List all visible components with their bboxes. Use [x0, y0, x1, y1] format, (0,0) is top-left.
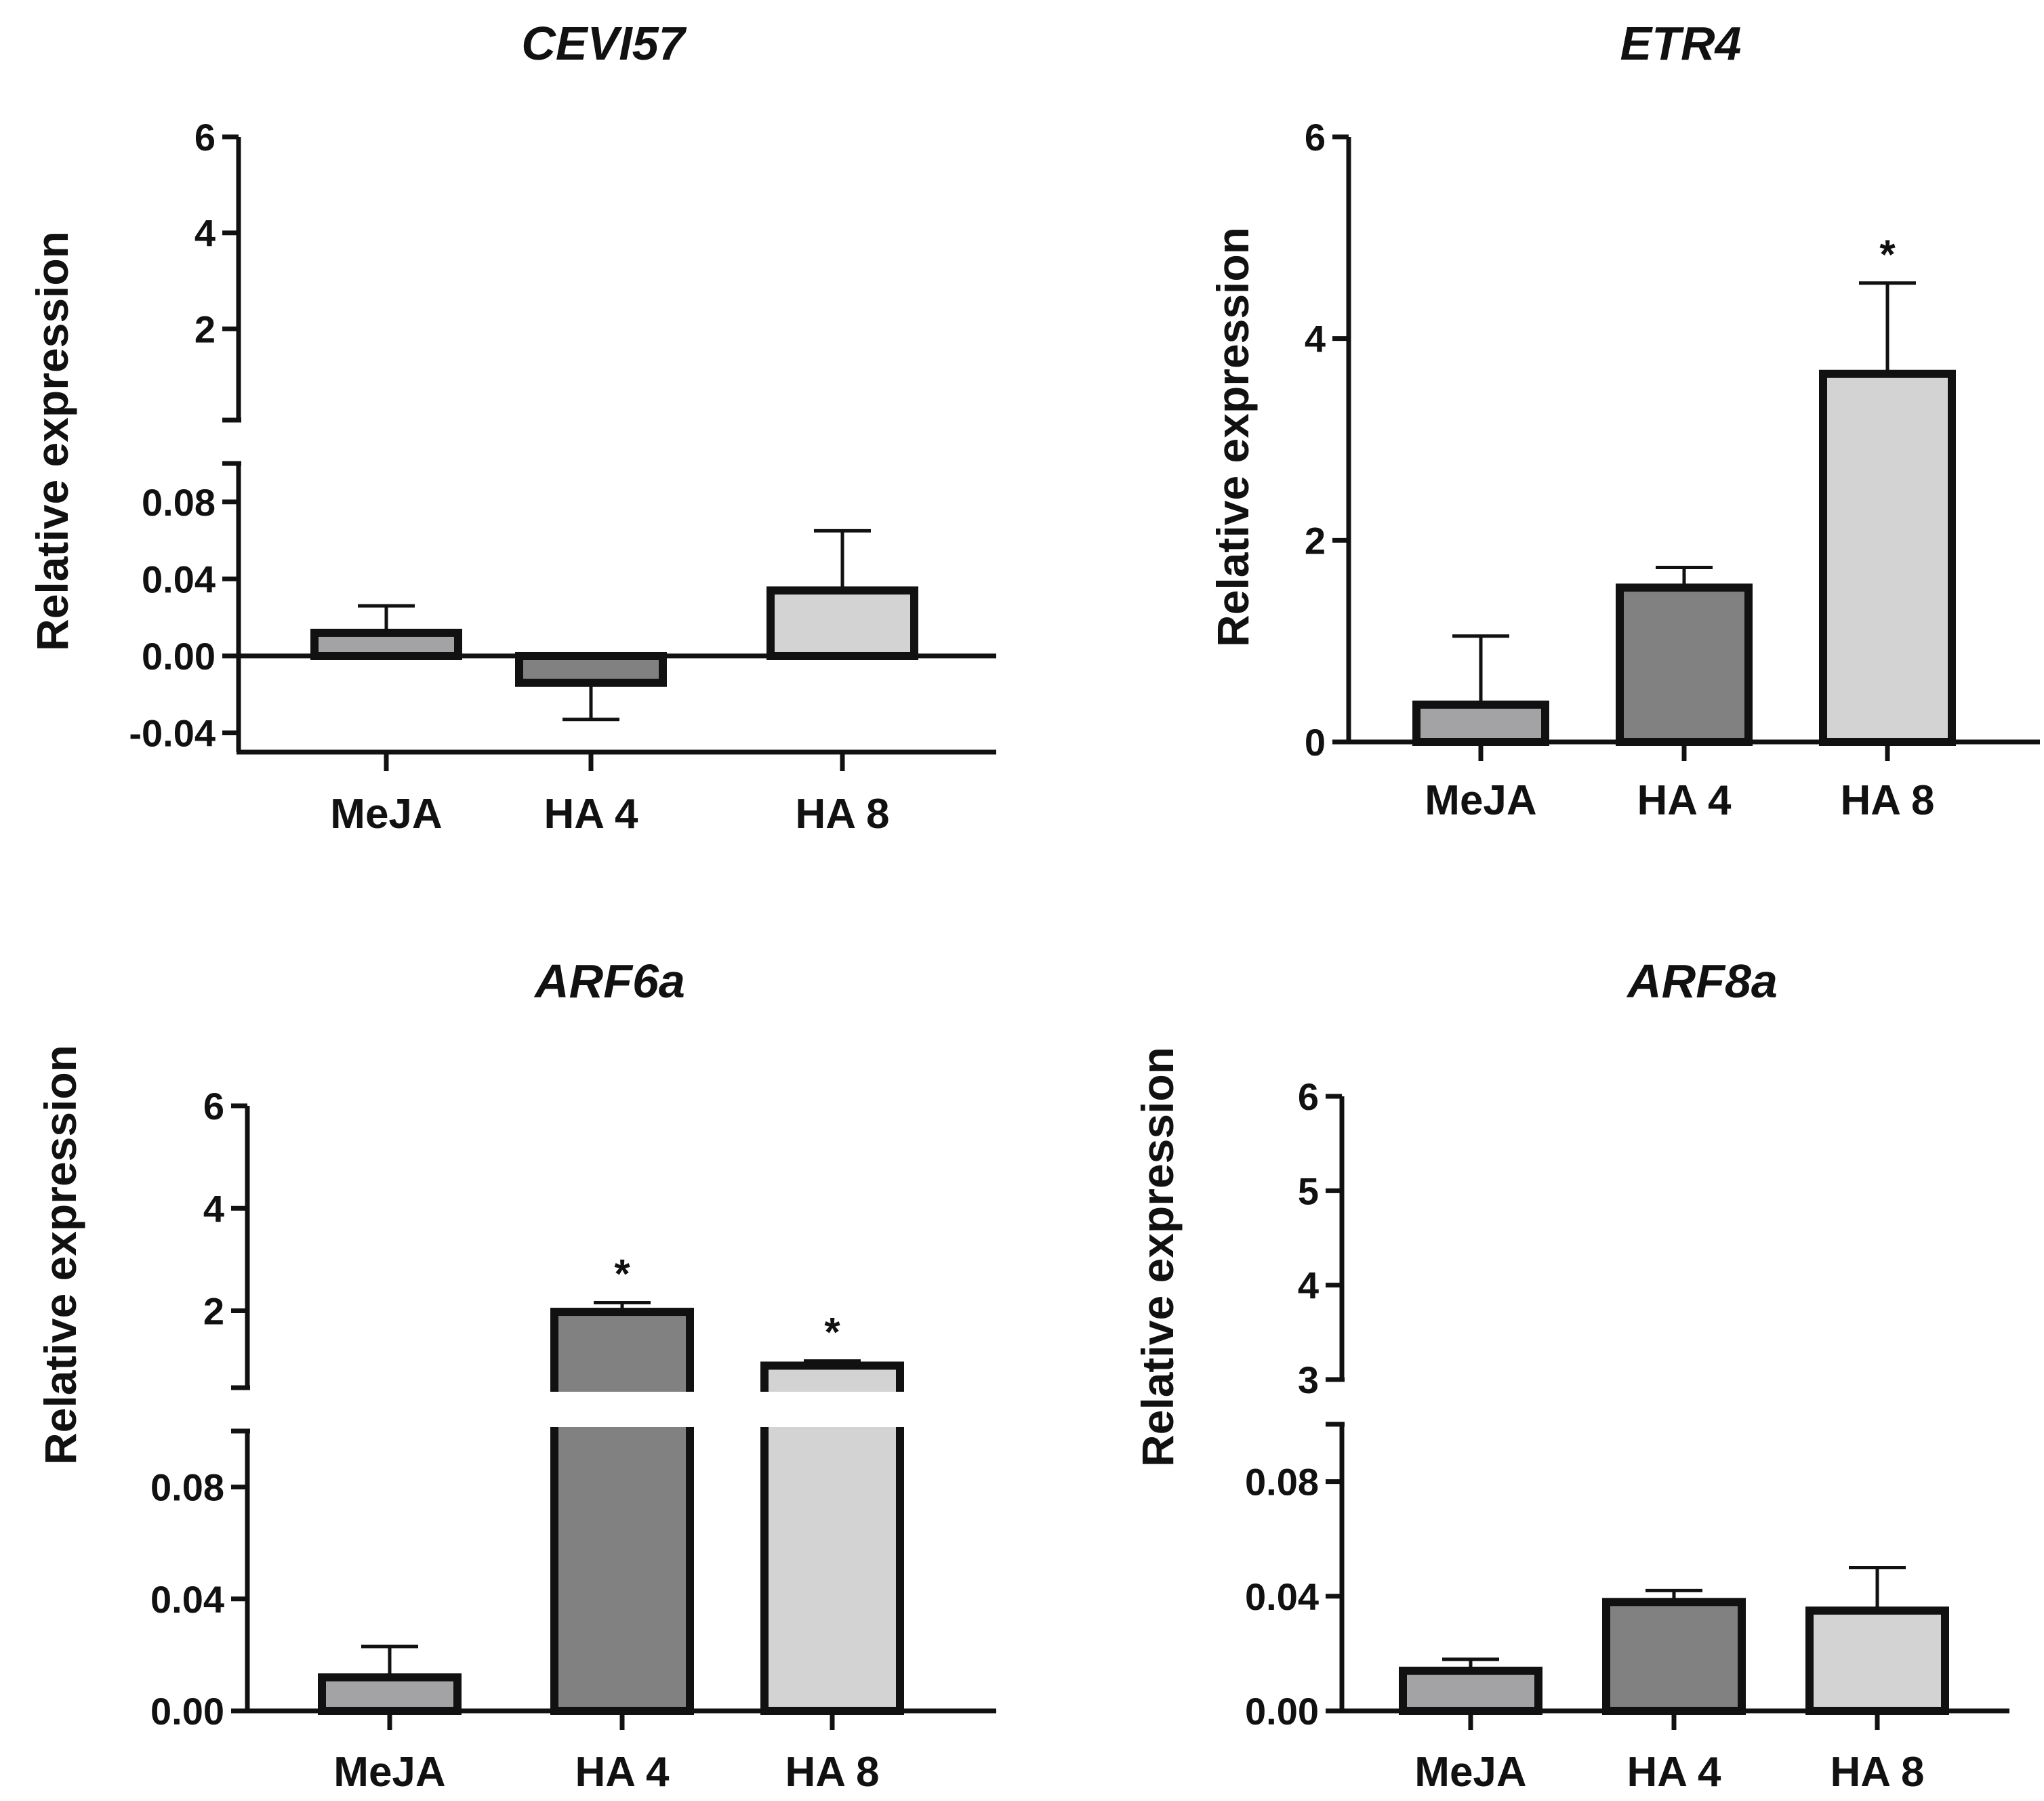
- significance-marker: *: [824, 1310, 840, 1355]
- x-tick-label: HA 4: [1627, 1749, 1721, 1796]
- bar-meja: [1399, 1666, 1542, 1716]
- panel-title: ETR4: [1620, 17, 1742, 70]
- y-tick-label: 0.00: [142, 635, 216, 678]
- y-tick-label: 0.00: [1245, 1690, 1319, 1733]
- panel-title: ARF8a: [1626, 955, 1778, 1008]
- y-tick-label: 0.08: [1245, 1461, 1319, 1504]
- panel-arf8a: ARF8a Relative expression 3 4 5 6 0.00 0.04 0.08…: [1132, 955, 2009, 1796]
- x-tick-label: HA 4: [1637, 777, 1732, 824]
- axis-break-gap: [548, 1392, 697, 1427]
- y-tick-label: 4: [1298, 1264, 1319, 1307]
- y-tick-label: 0.04: [1245, 1575, 1319, 1618]
- y-tick-label: 4: [1305, 318, 1326, 360]
- y-tick-label: 0: [1305, 721, 1326, 764]
- bar-ha-8: [1819, 369, 1956, 746]
- panel-etr4: ETR4 Relative expression 0 2 4 6 MeJA HA 4 * HA 8: [1208, 17, 2040, 824]
- y-tick-label: 0.04: [150, 1578, 224, 1621]
- bar-ha-8: [766, 586, 918, 660]
- x-tick-label: HA 8: [1841, 777, 1935, 824]
- y-tick-label: 0.00: [150, 1690, 224, 1733]
- bar-ha-4: [550, 1308, 694, 1716]
- bar-ha-4: [1616, 583, 1753, 746]
- y-axis-label: Relative expression: [1208, 227, 1258, 647]
- x-tick-label: HA 8: [1831, 1749, 1925, 1796]
- y-tick-label: 2: [203, 1290, 224, 1333]
- bar-meja: [1412, 700, 1549, 746]
- axis-break-gap: [758, 1392, 907, 1427]
- y-tick-label: 2: [1305, 519, 1326, 562]
- significance-marker: *: [1879, 232, 1896, 277]
- y-tick-label: 4: [203, 1187, 224, 1230]
- y-tick-label: 2: [195, 308, 216, 350]
- y-tick-label: 4: [195, 212, 216, 255]
- x-tick-label: HA 4: [575, 1749, 670, 1796]
- panel-title: CEVI57: [521, 17, 687, 70]
- y-tick-label: 0.08: [150, 1466, 224, 1509]
- x-tick-label: HA 4: [544, 791, 638, 837]
- y-tick-label: 6: [195, 116, 216, 159]
- y-tick-label: 0.04: [142, 558, 216, 600]
- bar-ha-8: [1805, 1606, 1949, 1715]
- panel-cevi57: CEVI57 Relative expression 2 4 6 -0.04 0.00 0.0…: [27, 17, 996, 837]
- y-tick-label: 6: [1298, 1075, 1319, 1118]
- panel-arf6a: ARF6a Relative expression 2 4 6 0.00 0.04 0.08 M…: [35, 955, 996, 1796]
- x-tick-label: MeJA: [330, 791, 442, 837]
- y-tick-label: 3: [1298, 1359, 1319, 1401]
- significance-marker: *: [614, 1251, 630, 1296]
- y-tick-label: 6: [203, 1085, 224, 1127]
- bar-meja: [310, 628, 462, 660]
- y-tick-label: 5: [1298, 1169, 1319, 1212]
- panel-title: ARF6a: [533, 955, 685, 1008]
- y-tick-label: -0.04: [129, 712, 216, 755]
- bar-ha-4: [1602, 1598, 1746, 1716]
- y-tick-label: 0.08: [142, 481, 216, 524]
- y-axis-label: Relative expression: [1132, 1047, 1183, 1467]
- x-tick-label: MeJA: [333, 1749, 445, 1796]
- y-tick-label: 6: [1305, 116, 1326, 159]
- bar-ha-4: [515, 652, 667, 687]
- x-tick-label: HA 8: [796, 791, 890, 837]
- x-tick-label: MeJA: [1425, 777, 1536, 824]
- y-axis-label: Relative expression: [27, 231, 77, 651]
- bar-meja: [318, 1673, 462, 1715]
- x-tick-label: HA 8: [785, 1749, 880, 1796]
- y-axis-label: Relative expression: [35, 1045, 85, 1465]
- x-tick-label: MeJA: [1414, 1749, 1526, 1796]
